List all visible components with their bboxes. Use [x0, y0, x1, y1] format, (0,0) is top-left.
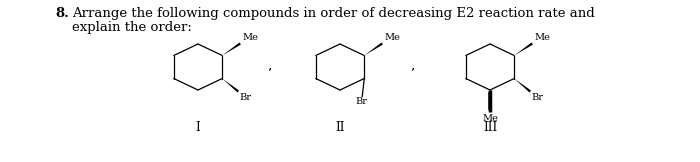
Text: Me: Me — [242, 33, 258, 41]
Text: Br: Br — [355, 98, 368, 106]
Polygon shape — [514, 79, 531, 93]
Polygon shape — [364, 42, 383, 56]
Text: II: II — [335, 121, 344, 134]
Text: 8.: 8. — [55, 7, 69, 20]
Text: ,: , — [411, 58, 415, 72]
Text: I: I — [195, 121, 200, 134]
Text: Me: Me — [534, 33, 550, 41]
Text: Br: Br — [239, 93, 251, 103]
Polygon shape — [222, 79, 239, 93]
Text: Arrange the following compounds in order of decreasing E2 reaction rate and: Arrange the following compounds in order… — [72, 7, 595, 20]
Text: Br: Br — [531, 93, 543, 103]
Polygon shape — [222, 42, 241, 56]
Polygon shape — [514, 42, 533, 56]
Text: ,: , — [268, 58, 272, 72]
Text: Me: Me — [482, 114, 498, 123]
Text: explain the order:: explain the order: — [72, 21, 192, 34]
Text: Me: Me — [384, 33, 400, 41]
Text: III: III — [483, 121, 497, 134]
